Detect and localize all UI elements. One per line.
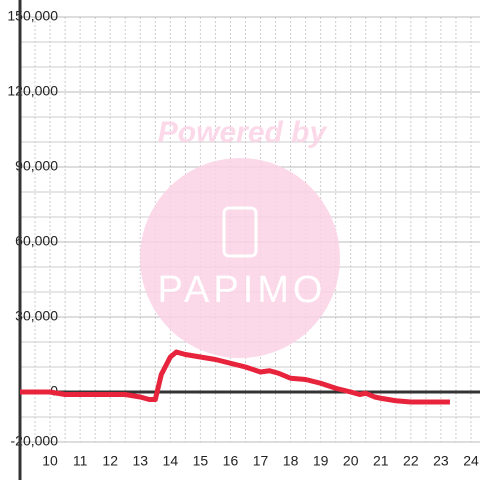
x-tick-label: 11 bbox=[73, 453, 88, 469]
phone-icon bbox=[222, 206, 258, 258]
watermark-text: Powered by bbox=[158, 116, 328, 149]
x-tick-label: 20 bbox=[343, 453, 359, 469]
x-tick-label: 22 bbox=[403, 453, 419, 469]
x-tick-label: 23 bbox=[433, 453, 449, 469]
x-tick-label: 24 bbox=[463, 453, 479, 469]
x-tick-label: 19 bbox=[313, 453, 329, 469]
x-tick-label: 13 bbox=[132, 453, 148, 469]
x-tick-label: 14 bbox=[163, 453, 179, 469]
watermark-circle bbox=[140, 158, 340, 358]
foreground: 150,000120,00090,00060,00030,0000-20,000… bbox=[7, 0, 479, 480]
x-tick-label: 15 bbox=[193, 453, 209, 469]
x-tick-label: 16 bbox=[223, 453, 239, 469]
data-line bbox=[20, 349, 450, 405]
y-tick-label: -20,000 bbox=[11, 433, 59, 449]
y-tick-label: 30,000 bbox=[15, 308, 58, 324]
x-tick-label: 18 bbox=[283, 453, 299, 469]
x-tick-label: 17 bbox=[253, 453, 269, 469]
x-tick-label: 21 bbox=[373, 453, 389, 469]
y-tick-label: 150,000 bbox=[7, 8, 58, 24]
watermark: Powered by PAPIMO bbox=[140, 116, 340, 358]
watermark-logo: PAPIMO bbox=[158, 269, 327, 311]
x-tick-label: 12 bbox=[102, 453, 118, 469]
x-tick-label: 10 bbox=[42, 453, 58, 469]
y-tick-label: 90,000 bbox=[15, 158, 58, 174]
y-tick-label: 60,000 bbox=[15, 233, 58, 249]
y-tick-label: 120,000 bbox=[7, 83, 58, 99]
